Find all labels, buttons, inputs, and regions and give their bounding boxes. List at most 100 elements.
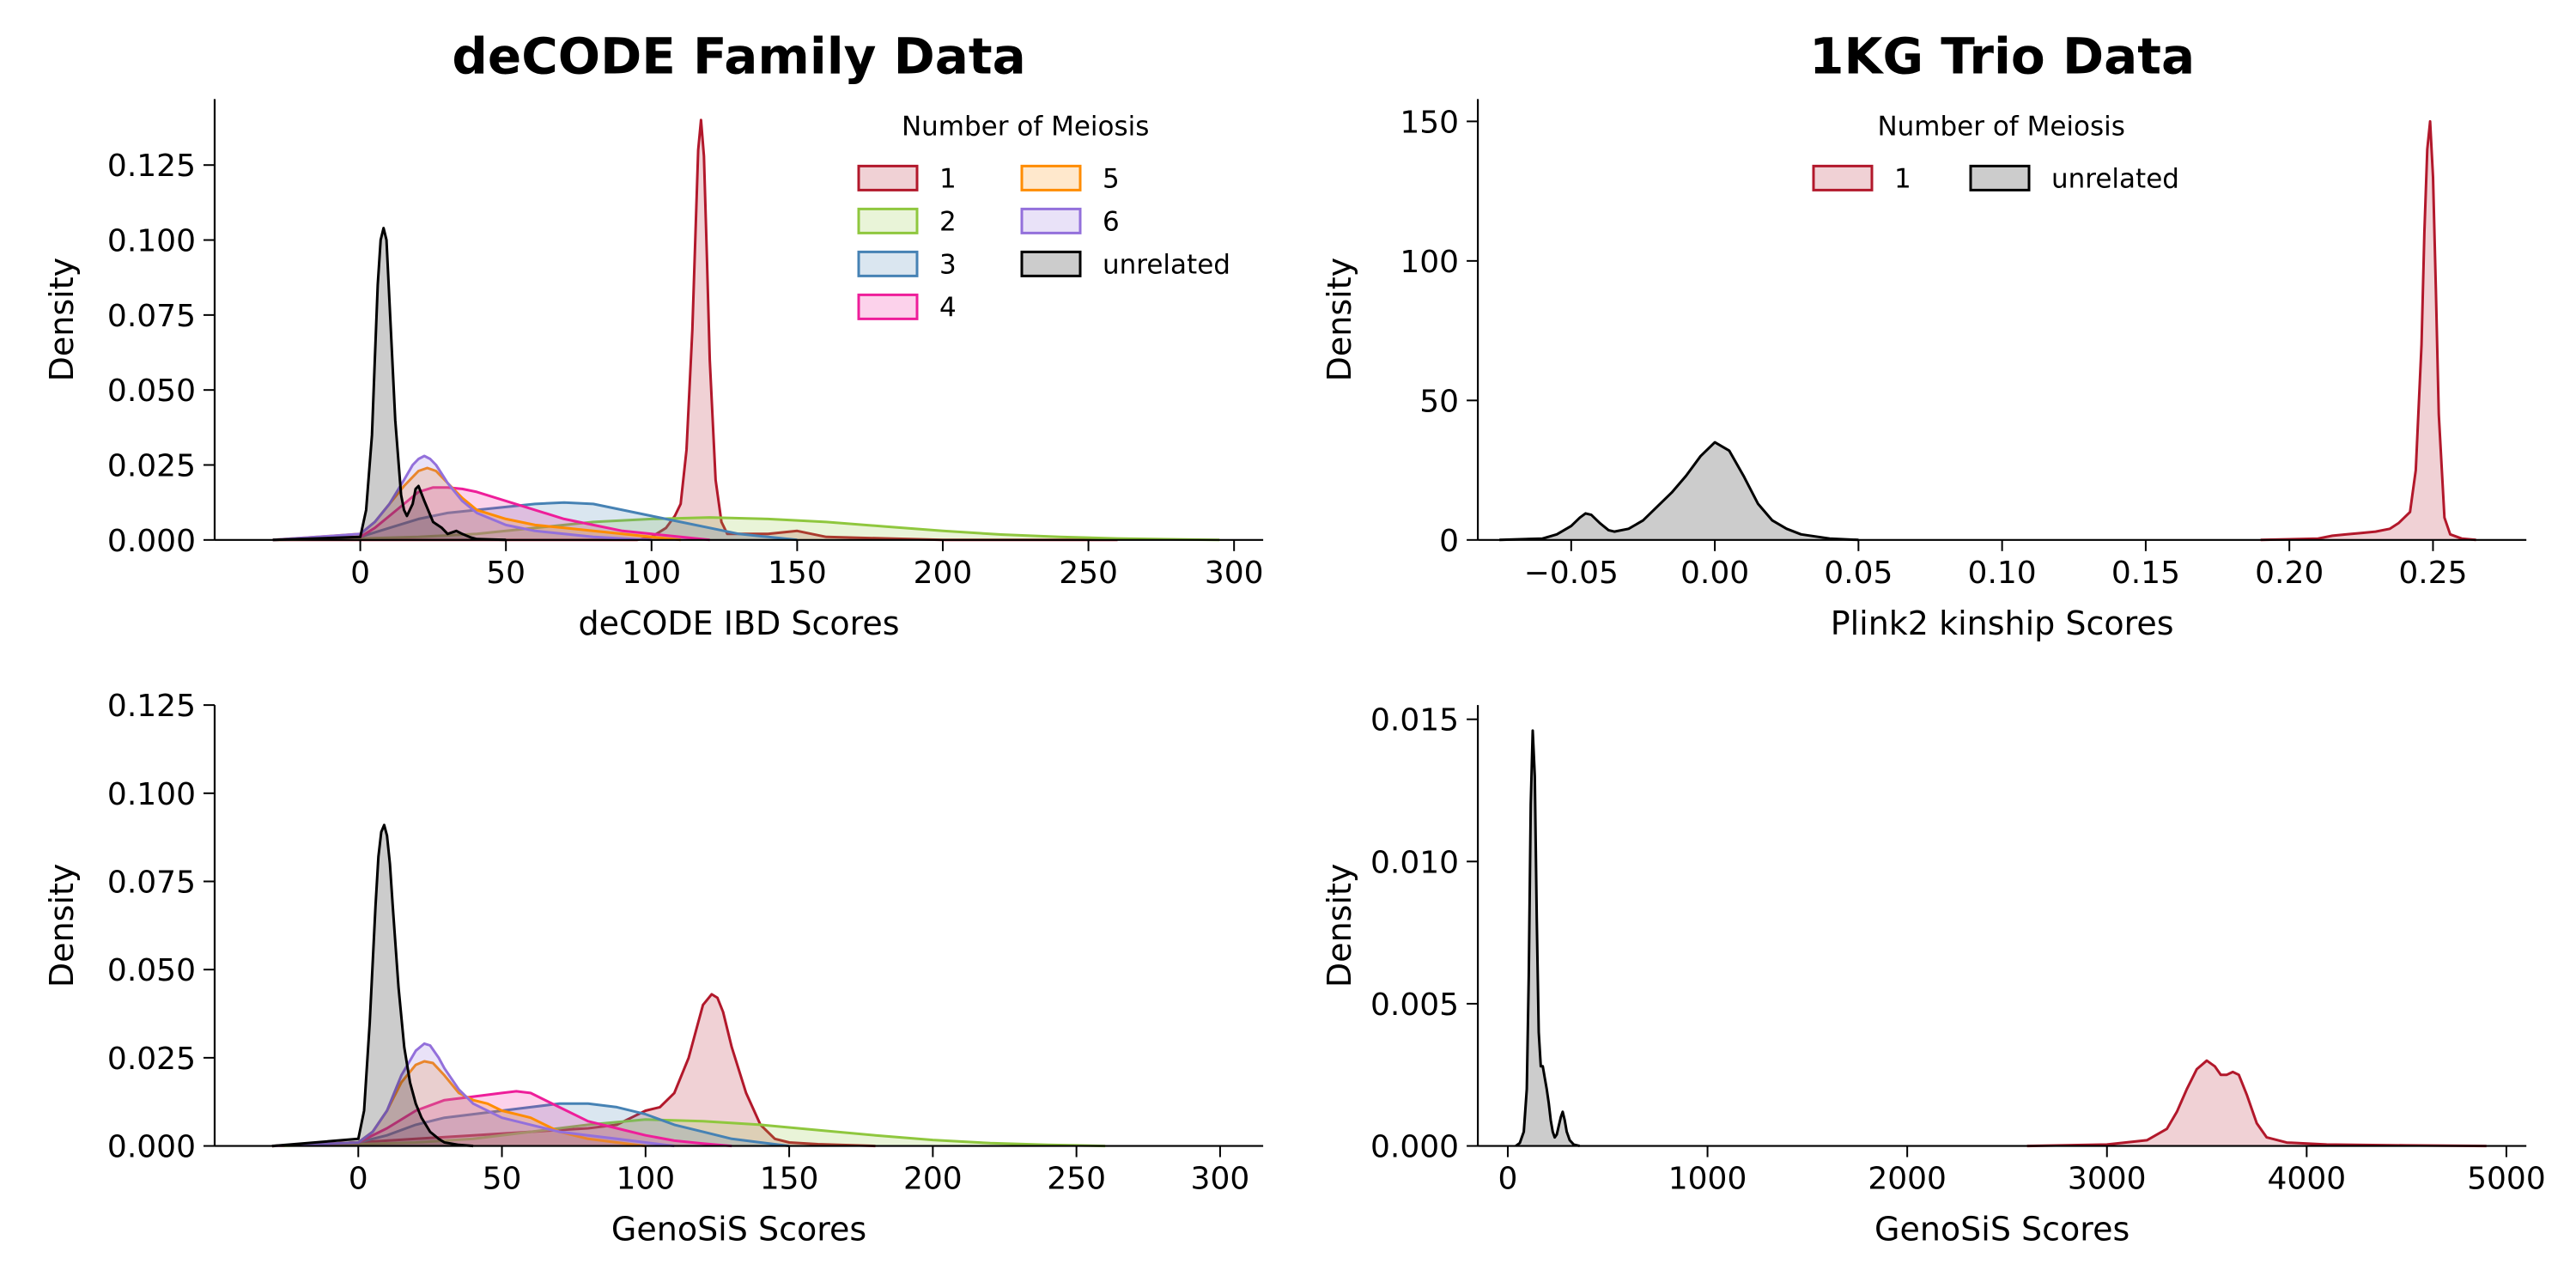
x-tick-label: 300 bbox=[1191, 1162, 1250, 1197]
legend-swatch bbox=[857, 207, 919, 234]
x-tick-label: 300 bbox=[1205, 556, 1264, 591]
x-tick-label: 250 bbox=[1059, 556, 1118, 591]
x-tick-label: 0.25 bbox=[2398, 556, 2467, 591]
y-tick-label: 0.000 bbox=[1370, 1130, 1459, 1165]
legend-swatch bbox=[857, 164, 919, 191]
series-unrelated-area bbox=[1516, 730, 1580, 1146]
legend: Number of Meiosis 1 2 3 4 5 6 unrelated bbox=[857, 111, 1230, 323]
y-tick-label: 0 bbox=[1439, 524, 1459, 559]
x-tick-label: 5000 bbox=[2467, 1162, 2546, 1197]
y-tick-label: 0.050 bbox=[107, 374, 196, 409]
series-unrelated-area bbox=[272, 228, 507, 540]
series-1-area bbox=[271, 993, 876, 1146]
series-unrelated-line bbox=[272, 227, 507, 542]
chart-panel-1: 0 50 100 150 200 250 300 0.000 0.025 0.050 0.075 0.… bbox=[43, 27, 1264, 641]
chart-panel-2: −0.05 0.00 0.05 0.10 0.15 0.20 0.25 0 50 100 150 Pl… bbox=[1321, 27, 2527, 642]
legend-label: unrelated bbox=[2051, 163, 2179, 194]
x-axis-label: Plink2 kinship Scores bbox=[1831, 605, 2174, 642]
series-group bbox=[1515, 729, 2487, 1148]
series-5-area bbox=[272, 468, 681, 540]
legend-title: Number of Meiosis bbox=[1877, 111, 2124, 142]
y-tick-label: 0.015 bbox=[1370, 703, 1459, 738]
x-tick-label: 0.00 bbox=[1680, 556, 1749, 591]
series-group bbox=[271, 823, 1106, 1148]
legend: Number of Meiosis 1 unrelated bbox=[1812, 111, 2179, 194]
chart-title: deCODE Family Data bbox=[452, 27, 1025, 85]
y-tick-label: 0.000 bbox=[107, 1130, 196, 1165]
y-tick-label: 0.000 bbox=[107, 524, 196, 559]
series-group bbox=[272, 118, 1220, 542]
legend-label: unrelated bbox=[1103, 249, 1230, 280]
legend-swatch bbox=[1969, 164, 2031, 191]
series-4-line bbox=[272, 486, 710, 542]
series-6-area bbox=[272, 456, 652, 540]
legend-title: Number of Meiosis bbox=[902, 111, 1149, 142]
x-tick-label: 50 bbox=[483, 1162, 522, 1197]
legend-swatch bbox=[1020, 207, 1082, 234]
series-group bbox=[1499, 119, 2476, 542]
chart-panel-3: 0 50 100 150 200 250 300 0.000 0.025 0.050 0.075 0.… bbox=[43, 689, 1264, 1249]
legend-swatch bbox=[857, 293, 919, 320]
legend-label: 4 bbox=[939, 292, 957, 323]
y-axis-label: Density bbox=[1321, 864, 1358, 987]
x-tick-label: 0 bbox=[349, 1162, 368, 1197]
y-tick-label: 0.025 bbox=[107, 449, 196, 484]
x-tick-label: 200 bbox=[914, 556, 973, 591]
series-1-area bbox=[2026, 1060, 2487, 1146]
x-axis-label: GenoSiS Scores bbox=[611, 1211, 866, 1249]
legend-label: 5 bbox=[1103, 163, 1120, 194]
legend-label: 2 bbox=[939, 206, 957, 237]
x-tick-label: 3000 bbox=[2068, 1162, 2147, 1197]
legend-swatch bbox=[1812, 164, 1874, 191]
x-tick-label: 100 bbox=[616, 1162, 675, 1197]
x-tick-label: 1000 bbox=[1668, 1162, 1747, 1197]
series-5-area bbox=[271, 1061, 646, 1146]
x-tick-label: 0.10 bbox=[1968, 556, 2037, 591]
series-1-line bbox=[2026, 1059, 2487, 1148]
series-unrelated-line bbox=[271, 823, 474, 1148]
y-axis-label: Density bbox=[43, 864, 81, 987]
x-tick-label: 0 bbox=[350, 556, 370, 591]
x-tick-label: 250 bbox=[1047, 1162, 1106, 1197]
y-tick-label: 0.125 bbox=[107, 689, 196, 724]
legend-label: 6 bbox=[1103, 206, 1120, 237]
y-tick-label: 0.005 bbox=[1370, 987, 1459, 1023]
chart-title: 1KG Trio Data bbox=[1809, 27, 2195, 85]
x-tick-label: 4000 bbox=[2268, 1162, 2347, 1197]
x-tick-label: 0.05 bbox=[1824, 556, 1893, 591]
series-1-area bbox=[272, 119, 1118, 540]
series-3-line bbox=[272, 501, 798, 542]
series-6-line bbox=[271, 1042, 675, 1148]
y-tick-label: 100 bbox=[1400, 245, 1459, 280]
x-tick-label: 0.15 bbox=[2111, 556, 2180, 591]
y-tick-label: 0.100 bbox=[107, 777, 196, 812]
series-2-line bbox=[272, 516, 1220, 542]
series-4-line bbox=[271, 1090, 732, 1148]
y-tick-label: 0.025 bbox=[107, 1042, 196, 1077]
series-unrelated-line bbox=[1499, 440, 1859, 542]
legend-swatch bbox=[1020, 164, 1082, 191]
x-tick-label: 150 bbox=[760, 1162, 819, 1197]
y-tick-label: 0.075 bbox=[107, 299, 196, 334]
legend-label: 3 bbox=[939, 249, 957, 280]
y-axis-label: Density bbox=[1321, 258, 1358, 381]
x-tick-label: 200 bbox=[903, 1162, 963, 1197]
legend-swatch bbox=[857, 250, 919, 277]
x-tick-label: −0.05 bbox=[1524, 556, 1619, 591]
x-tick-label: 2000 bbox=[1868, 1162, 1947, 1197]
chart-panel-4: 0 1000 2000 3000 4000 5000 0.000 0.005 0.010 0.01… bbox=[1321, 703, 2546, 1249]
y-axis-label: Density bbox=[43, 258, 81, 381]
y-tick-label: 0.125 bbox=[107, 149, 196, 184]
series-3-line bbox=[271, 1102, 790, 1148]
x-axis-label: deCODE IBD Scores bbox=[578, 605, 899, 642]
series-1-line bbox=[2260, 119, 2476, 542]
series-2-line bbox=[271, 1118, 1106, 1148]
x-tick-label: 50 bbox=[486, 556, 526, 591]
y-tick-label: 50 bbox=[1419, 384, 1459, 419]
series-6-line bbox=[272, 454, 652, 542]
y-tick-label: 150 bbox=[1400, 105, 1459, 140]
legend-label: 1 bbox=[1894, 163, 1911, 194]
series-2-area bbox=[271, 1119, 1106, 1146]
x-tick-label: 100 bbox=[622, 556, 681, 591]
